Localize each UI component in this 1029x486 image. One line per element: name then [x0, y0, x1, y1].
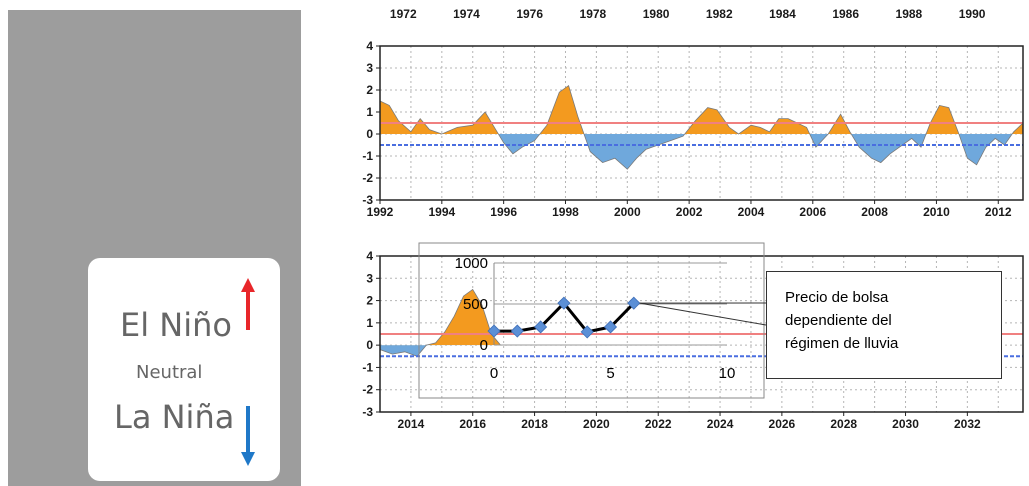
x-tick-label: 1980 — [643, 7, 670, 21]
top-strip-axis: 1972 1974 1976 1978 1980 1982 1984 1986 1988 1990 — [390, 7, 986, 21]
price-marker — [487, 324, 501, 338]
x-tick-label: 1994 — [428, 205, 455, 219]
x-tick-label: 1996 — [490, 205, 517, 219]
price-marker — [603, 320, 618, 334]
x-tick-label: 1984 — [769, 7, 796, 21]
x-tick-label: 1988 — [896, 7, 923, 21]
la-nina-area — [380, 134, 1023, 170]
x-tick-label: 1972 — [390, 7, 417, 21]
y-tick-label: -2 — [362, 383, 373, 397]
y-tick-label: 4 — [366, 249, 373, 263]
callout-line: régimen de lluvia — [785, 335, 899, 352]
x-tick-label: 2006 — [799, 205, 826, 219]
x-tick-label: 2002 — [676, 205, 703, 219]
enso-legend-box: El Niño Neutral La Niña — [88, 258, 280, 481]
x-tick-label: 2012 — [985, 205, 1012, 219]
x-tick-label: 1974 — [453, 7, 480, 21]
y-tick-label: 1 — [366, 316, 373, 330]
x-tick-label: 2026 — [769, 417, 796, 431]
price-marker — [627, 296, 641, 310]
x-tick-label: 1998 — [552, 205, 579, 219]
x-tick-label: 1990 — [959, 7, 986, 21]
el-nino-area — [380, 85, 1023, 134]
y-tick-label: 3 — [366, 271, 373, 285]
inset-x-tick-label: 5 — [606, 365, 614, 382]
x-tick-label: 1982 — [706, 7, 733, 21]
plot-frame — [379, 45, 1024, 201]
x-tick-label: 2004 — [738, 205, 765, 219]
oni-series-line — [379, 288, 501, 357]
callout-pointer — [639, 302, 767, 326]
inset-x-tick-label: 0 — [490, 365, 498, 382]
down-arrow-icon — [241, 406, 255, 466]
x-tick-label: 2018 — [521, 417, 548, 431]
price-callout: Precio de bolsa dependiente del régimen … — [766, 271, 1002, 379]
y-tick-label: -3 — [362, 405, 373, 419]
inset-y-tick-label: 500 — [463, 296, 488, 313]
x-tick-label: 1992 — [367, 205, 394, 219]
inset-x-tick-label: 10 — [719, 365, 736, 382]
legend-arrows — [241, 278, 255, 466]
y-tick-label: 0 — [366, 338, 373, 352]
callout-line: dependiente del — [785, 312, 892, 329]
plot-frame — [379, 255, 1024, 413]
x-tick-label: 2014 — [398, 417, 425, 431]
x-tick-label: 2010 — [923, 205, 950, 219]
x-tick-label: 2032 — [954, 417, 981, 431]
y-tick-label: -1 — [362, 149, 373, 163]
y-tick-label: -2 — [362, 171, 373, 185]
price-marker — [557, 296, 571, 310]
callout-line: Precio de bolsa — [785, 289, 889, 306]
inset-frame — [418, 242, 765, 399]
y-tick-label: 2 — [366, 294, 373, 308]
y-tick-label: 3 — [366, 61, 373, 75]
price-marker — [580, 325, 594, 339]
x-tick-label: 2028 — [830, 417, 857, 431]
inset-y-tick-label: 1000 — [455, 255, 488, 272]
el-nino-area — [426, 289, 501, 346]
la-nina-label: La Niña — [114, 398, 235, 436]
x-tick-label: 2008 — [861, 205, 888, 219]
y-tick-label: 0 — [366, 127, 373, 141]
up-arrow-icon — [241, 278, 255, 330]
y-tick-label: 4 — [366, 39, 373, 53]
neutral-label: Neutral — [136, 362, 203, 383]
x-tick-label: 1978 — [580, 7, 607, 21]
y-tick-label: 2 — [366, 83, 373, 97]
x-tick-label: 2024 — [707, 417, 734, 431]
price-inset-chart: 1000 500 00 5 10 — [418, 242, 767, 399]
x-tick-label: 2000 — [614, 205, 641, 219]
y-tick-label: -3 — [362, 193, 373, 207]
legend-side-panel: El Niño Neutral La Niña — [8, 10, 301, 486]
x-tick-label: 2030 — [892, 417, 919, 431]
x-tick-label: 1976 — [516, 7, 543, 21]
inset-y-tick-label: 0 — [480, 337, 488, 354]
x-tick-label: 2022 — [645, 417, 672, 431]
price-marker — [510, 324, 524, 338]
y-tick-label: 1 — [366, 105, 373, 119]
x-tick-label: 2016 — [459, 417, 486, 431]
x-tick-label: 1986 — [832, 7, 859, 21]
el-nino-label: El Niño — [120, 306, 232, 344]
oni-series-line — [379, 84, 1024, 170]
price-marker — [534, 320, 548, 334]
y-tick-label: -1 — [362, 360, 373, 374]
x-tick-label: 2020 — [583, 417, 610, 431]
